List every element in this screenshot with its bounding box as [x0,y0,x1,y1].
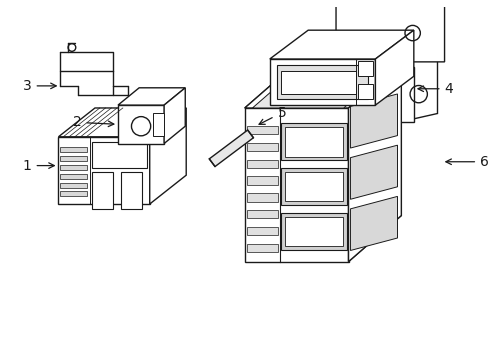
Polygon shape [61,174,87,179]
Polygon shape [164,88,185,144]
Polygon shape [396,9,436,122]
Polygon shape [244,62,401,108]
Polygon shape [246,193,278,202]
Polygon shape [281,71,355,94]
Polygon shape [59,137,149,204]
Polygon shape [277,65,367,99]
Text: 5: 5 [259,106,285,124]
Text: 6: 6 [445,155,488,169]
Polygon shape [350,145,397,199]
Polygon shape [269,59,375,105]
Polygon shape [246,244,278,252]
Polygon shape [246,143,278,151]
Polygon shape [244,108,348,262]
Polygon shape [118,105,164,144]
Polygon shape [61,183,87,188]
Polygon shape [209,130,253,167]
Polygon shape [244,62,401,108]
Polygon shape [350,197,397,251]
Polygon shape [61,148,87,152]
Polygon shape [350,94,397,148]
Polygon shape [92,172,113,209]
Text: 2: 2 [73,115,114,129]
Polygon shape [92,141,146,167]
Polygon shape [246,176,278,185]
Polygon shape [61,156,87,161]
Text: 4: 4 [417,82,452,96]
Polygon shape [252,71,385,108]
Polygon shape [246,210,278,219]
Polygon shape [348,62,401,262]
Polygon shape [61,192,87,196]
Polygon shape [152,113,164,136]
Polygon shape [269,30,413,59]
Polygon shape [348,62,401,262]
Polygon shape [246,159,278,168]
Polygon shape [121,172,142,209]
Polygon shape [285,172,342,202]
Polygon shape [281,213,346,250]
Polygon shape [357,61,373,76]
Polygon shape [61,165,87,170]
Polygon shape [246,227,278,235]
Polygon shape [396,67,413,122]
Polygon shape [246,126,278,134]
Polygon shape [149,108,186,204]
Text: 1: 1 [22,159,54,172]
Polygon shape [281,168,346,205]
Polygon shape [281,123,346,161]
Polygon shape [285,217,342,246]
Polygon shape [330,1,444,62]
Polygon shape [118,88,185,105]
Polygon shape [375,30,413,105]
Text: 3: 3 [23,79,56,93]
Polygon shape [59,108,186,137]
Polygon shape [285,127,342,157]
Polygon shape [357,84,373,99]
